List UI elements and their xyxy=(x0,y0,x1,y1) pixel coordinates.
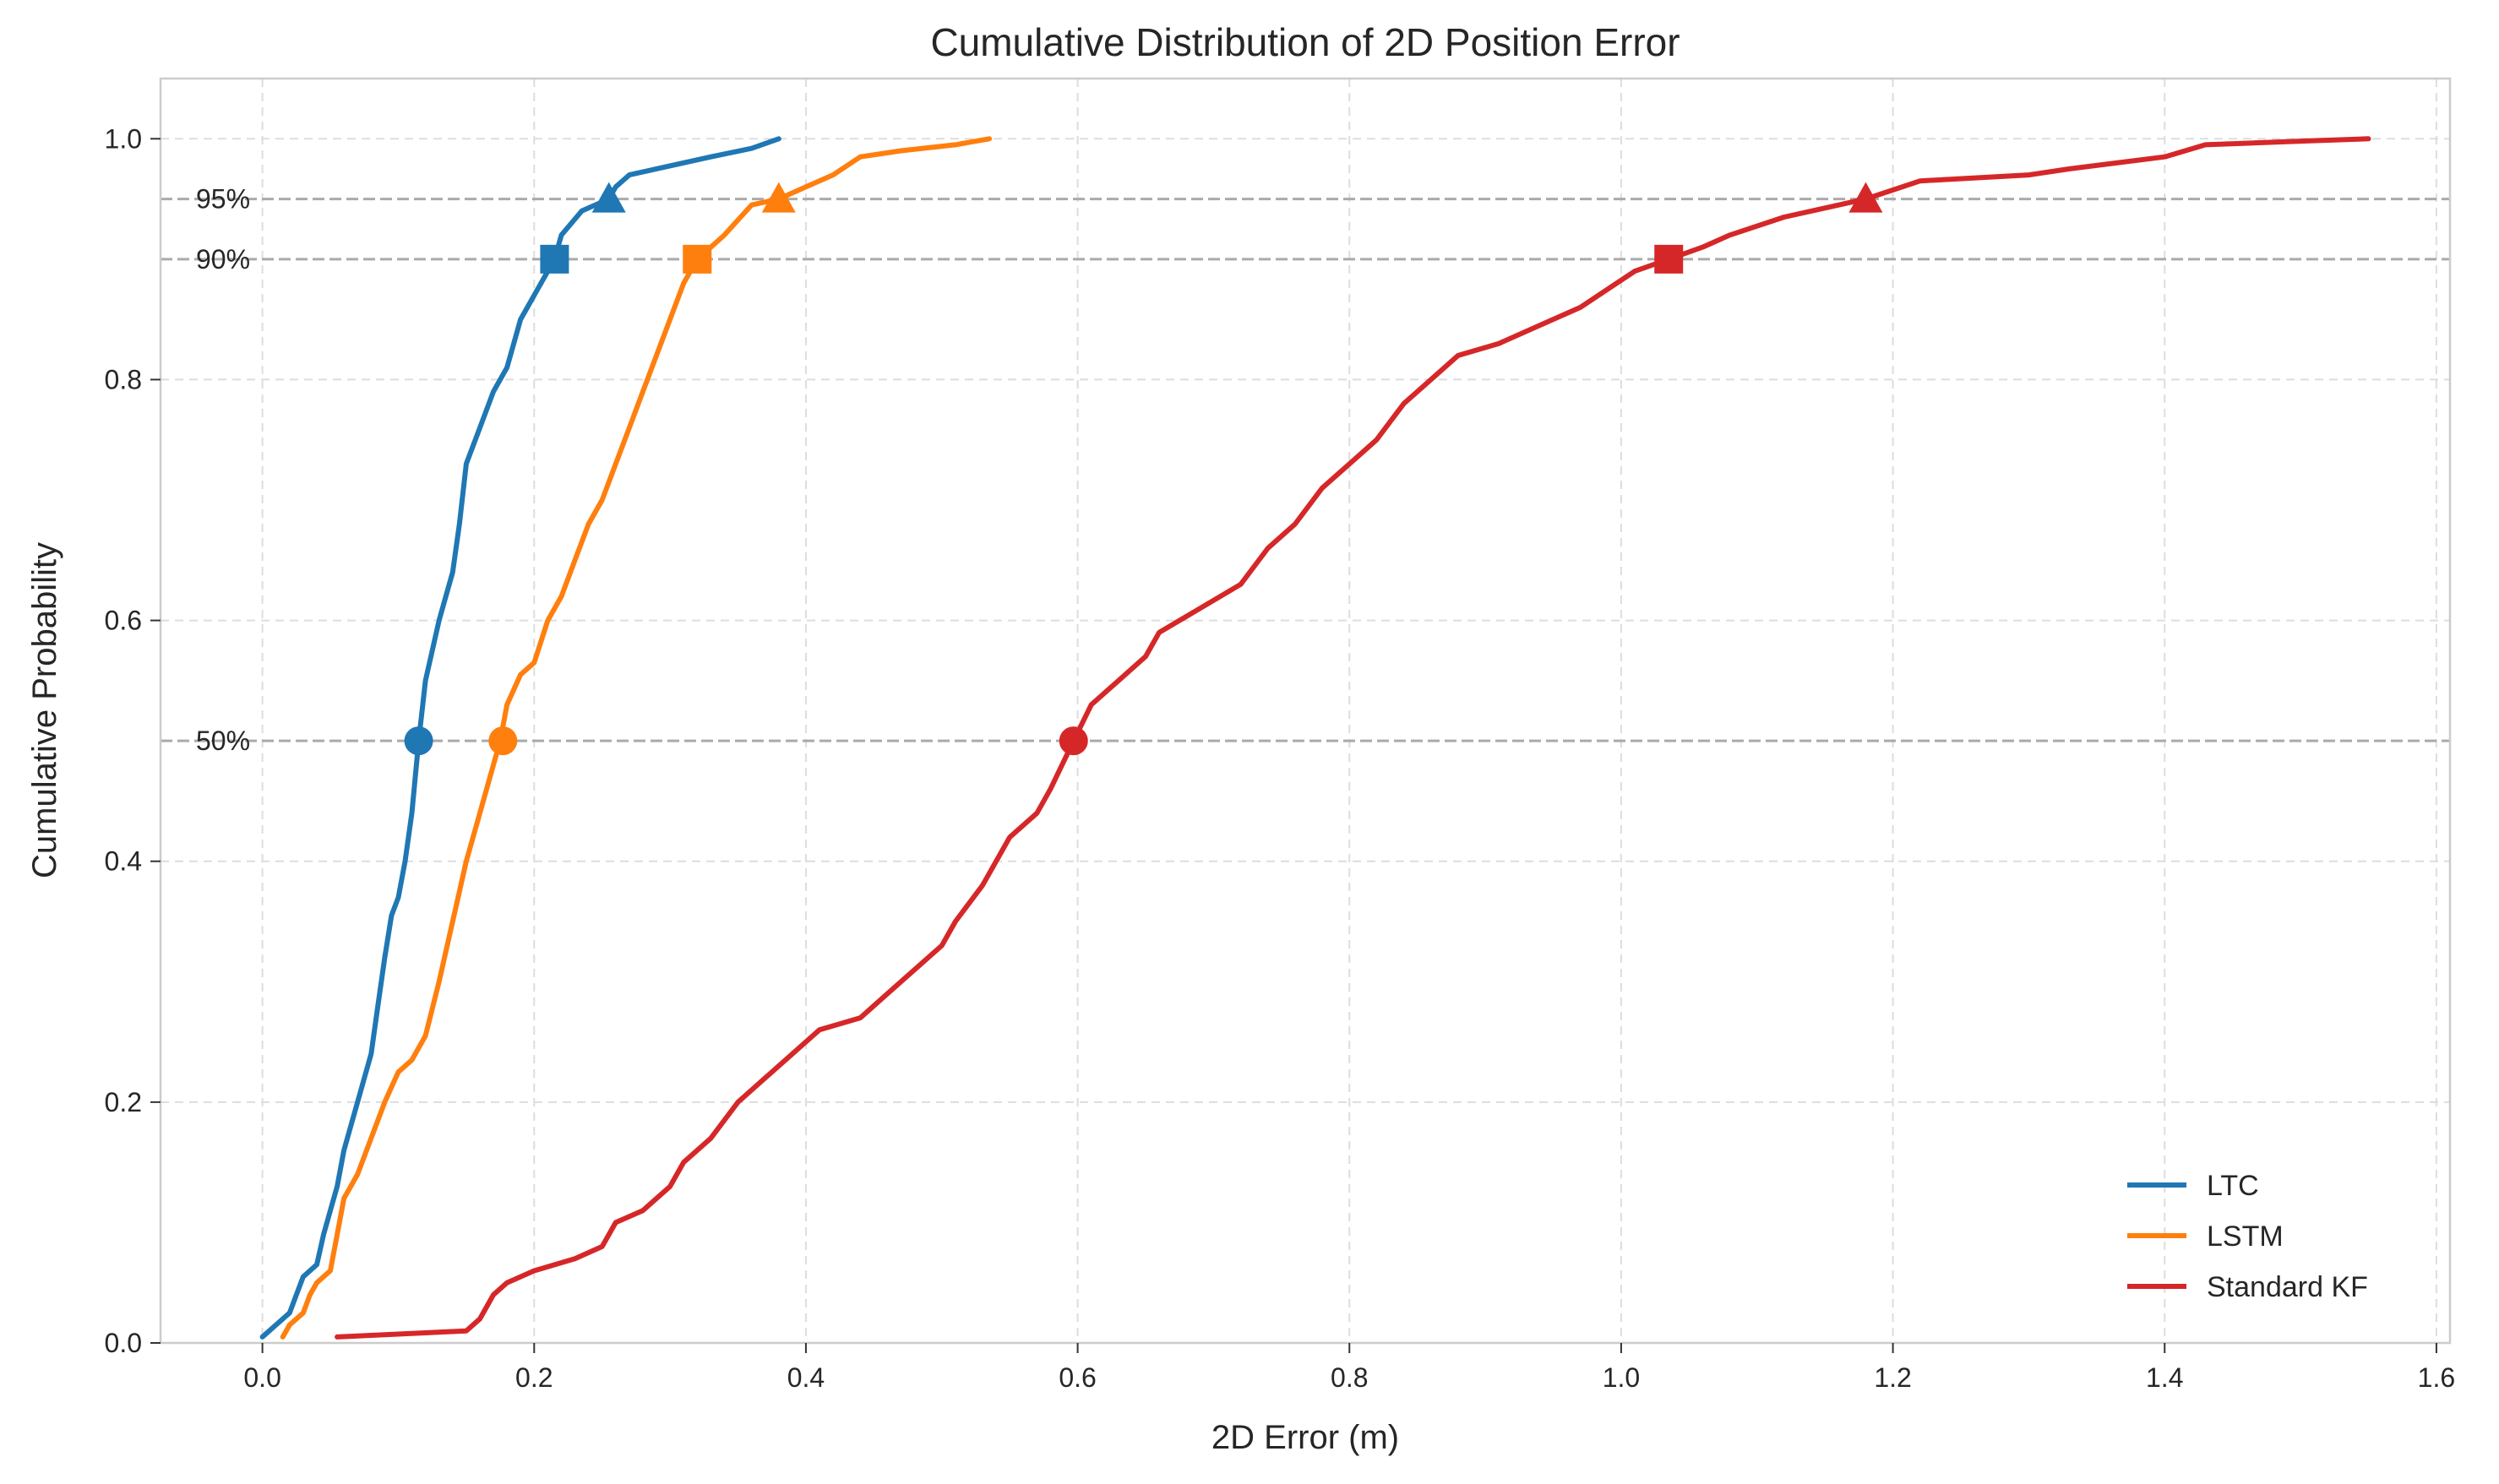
x-tick-label: 1.6 xyxy=(2418,1362,2455,1393)
reference-label-95pct: 95% xyxy=(196,184,250,215)
x-axis-label: 2D Error (m) xyxy=(1211,1419,1399,1456)
marker-p95-standard-kf xyxy=(1848,182,1883,213)
marker-p90-ltc xyxy=(540,244,569,274)
marker-median-ltc xyxy=(404,726,433,756)
legend-label-lstm: LSTM xyxy=(2207,1220,2284,1253)
x-tick-label: 0.8 xyxy=(1331,1362,1368,1393)
x-tick-label: 1.0 xyxy=(1603,1362,1640,1393)
y-tick-label: 0.4 xyxy=(105,846,142,877)
y-tick-label: 1.0 xyxy=(105,123,142,154)
legend-label-ltc: LTC xyxy=(2207,1170,2259,1202)
chart-title: Cumulative Distribution of 2D Position E… xyxy=(930,20,1680,64)
marker-median-lstm xyxy=(488,726,518,756)
y-tick-label: 0.0 xyxy=(105,1328,142,1358)
y-tick-label: 0.6 xyxy=(105,606,142,636)
x-tick-label: 0.2 xyxy=(515,1362,553,1393)
axis-ticks: 0.0 0.2 0.4 0.6 0.8 1.0 1.2 1.4 1.6 0.0 0.2 0.4 0.6 0… xyxy=(105,123,2456,1393)
x-tick-label: 0.6 xyxy=(1059,1362,1096,1393)
series-line-lstm xyxy=(280,136,993,1340)
x-tick-label: 0.0 xyxy=(243,1362,280,1393)
y-tick-label: 0.8 xyxy=(105,364,142,394)
reference-label-90pct: 90% xyxy=(196,244,250,275)
percentile-markers xyxy=(404,182,1883,756)
legend: LTC LSTM Standard KF xyxy=(2127,1170,2368,1303)
marker-p95-lstm xyxy=(761,182,796,213)
legend-label-standard-kf: Standard KF xyxy=(2207,1271,2368,1303)
reference-label-50pct: 50% xyxy=(196,726,250,756)
y-tick-label: 0.2 xyxy=(105,1087,142,1117)
y-axis-label: Cumulative Probability xyxy=(26,542,63,878)
marker-median-standard-kf xyxy=(1059,726,1088,756)
series-line-standard-kf xyxy=(335,136,2371,1340)
marker-p95-ltc xyxy=(591,182,626,213)
marker-p90-lstm xyxy=(683,244,712,274)
x-tick-label: 1.4 xyxy=(2146,1362,2183,1393)
x-tick-label: 0.4 xyxy=(787,1362,825,1393)
plot-frame xyxy=(159,77,2452,1345)
marker-p90-standard-kf xyxy=(1654,244,1684,274)
x-tick-label: 1.2 xyxy=(1874,1362,1911,1393)
